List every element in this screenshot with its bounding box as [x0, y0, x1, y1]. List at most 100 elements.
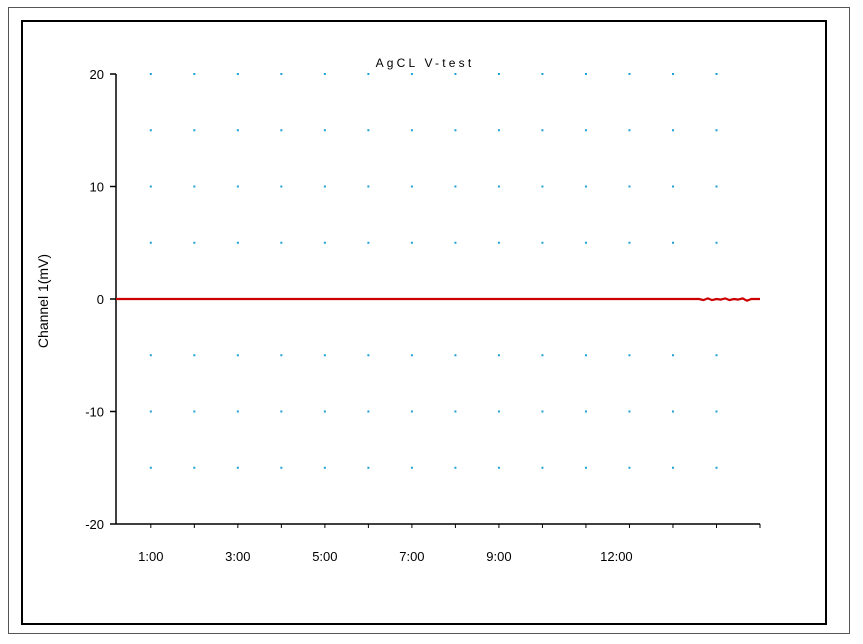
grid-dot: [236, 185, 239, 188]
grid-dot: [584, 354, 587, 357]
grid-dot: [149, 466, 152, 469]
x-tick-label: 1:00: [138, 549, 163, 564]
grid-dot: [323, 241, 326, 244]
tick-labels: 20 10 0 -10 -20 1:00 3:00 5:00 7:00 9:00 12:00: [85, 67, 632, 564]
grid-dot: [671, 410, 674, 413]
grid-dot: [584, 129, 587, 132]
grid-dot: [628, 241, 631, 244]
grid-dot: [671, 466, 674, 469]
grid-dot: [193, 129, 196, 132]
grid-dot: [715, 354, 718, 357]
grid-dot: [628, 466, 631, 469]
grid-dot: [367, 73, 370, 75]
grid-dot: [149, 185, 152, 188]
grid-dot: [628, 129, 631, 132]
grid-dot: [410, 354, 413, 357]
grid-dot: [497, 354, 500, 357]
grid-dot: [584, 185, 587, 188]
grid-dot: [454, 354, 457, 357]
grid-dot: [236, 466, 239, 469]
grid-dot: [236, 73, 239, 75]
grid-dot: [628, 73, 631, 75]
grid-dot: [671, 129, 674, 132]
grid-dot: [323, 410, 326, 413]
grid-dot: [280, 185, 283, 188]
x-tick-label: 5:00: [312, 549, 337, 564]
grid-dot: [193, 354, 196, 357]
grid-dot: [149, 410, 152, 413]
grid-dot: [628, 354, 631, 357]
grid-dot: [497, 466, 500, 469]
outer-border: [8, 7, 850, 634]
y-tick-label: 20: [90, 67, 104, 82]
grid-dot: [193, 73, 196, 75]
grid-dot: [454, 410, 457, 413]
grid-dot: [671, 354, 674, 357]
grid-dot: [410, 241, 413, 244]
grid-dot: [410, 129, 413, 132]
grid-dot: [280, 466, 283, 469]
grid-dot: [584, 241, 587, 244]
series-line: [116, 297, 760, 302]
grid-dot: [671, 185, 674, 188]
grid-dot: [454, 73, 457, 75]
x-tick-label: 12:00: [600, 549, 633, 564]
grid-dot: [367, 354, 370, 357]
inner-frame: [21, 20, 827, 625]
grid-dot: [367, 185, 370, 188]
grid-dot: [715, 466, 718, 469]
grid-dot: [454, 185, 457, 188]
grid-dot: [367, 241, 370, 244]
grid-dot: [410, 410, 413, 413]
grid-dot: [149, 354, 152, 357]
ticks: [110, 73, 761, 528]
grid-dot: [193, 410, 196, 413]
y-tick-label: 0: [97, 292, 104, 307]
x-tick-label: 7:00: [399, 549, 424, 564]
grid-dot: [584, 410, 587, 413]
grid-dot: [410, 73, 413, 75]
chart-title: AgCL V-test: [376, 56, 475, 70]
grid-dot: [193, 466, 196, 469]
grid-dot: [236, 354, 239, 357]
y-tick-label: -10: [85, 405, 104, 420]
grid-dot: [497, 410, 500, 413]
grid-dot: [541, 129, 544, 132]
grid-dot: [584, 466, 587, 469]
grid-dot: [628, 185, 631, 188]
grid-dot: [280, 354, 283, 357]
grid-dot: [367, 466, 370, 469]
grid-dot: [323, 185, 326, 188]
grid-dot: [541, 354, 544, 357]
y-axis-label: Channel 1(mV): [35, 254, 51, 348]
grid-dot: [367, 410, 370, 413]
grid-dot: [280, 241, 283, 244]
grid-dot: [541, 185, 544, 188]
grid-dot: [454, 466, 457, 469]
grid-dot: [323, 354, 326, 357]
grid-dot: [236, 129, 239, 132]
grid-dot: [323, 129, 326, 132]
grid-dot: [584, 73, 587, 75]
grid-dot: [497, 129, 500, 132]
grid-dot: [497, 73, 500, 75]
grid-dot: [410, 185, 413, 188]
grid-dot: [323, 466, 326, 469]
grid-dot: [236, 410, 239, 413]
grid-dot: [323, 73, 326, 75]
grid-dot: [671, 73, 674, 75]
grid-dot: [541, 410, 544, 413]
grid-dot: [193, 185, 196, 188]
grid-dot: [454, 241, 457, 244]
grid-dot: [715, 241, 718, 244]
grid-dot: [541, 241, 544, 244]
grid-dot: [497, 241, 500, 244]
grid-dot: [367, 129, 370, 132]
x-tick-label: 9:00: [486, 549, 511, 564]
grid-dot: [715, 185, 718, 188]
grid-dot: [715, 410, 718, 413]
grid-dot: [541, 73, 544, 75]
grid-dot: [715, 129, 718, 132]
grid-dot: [280, 410, 283, 413]
